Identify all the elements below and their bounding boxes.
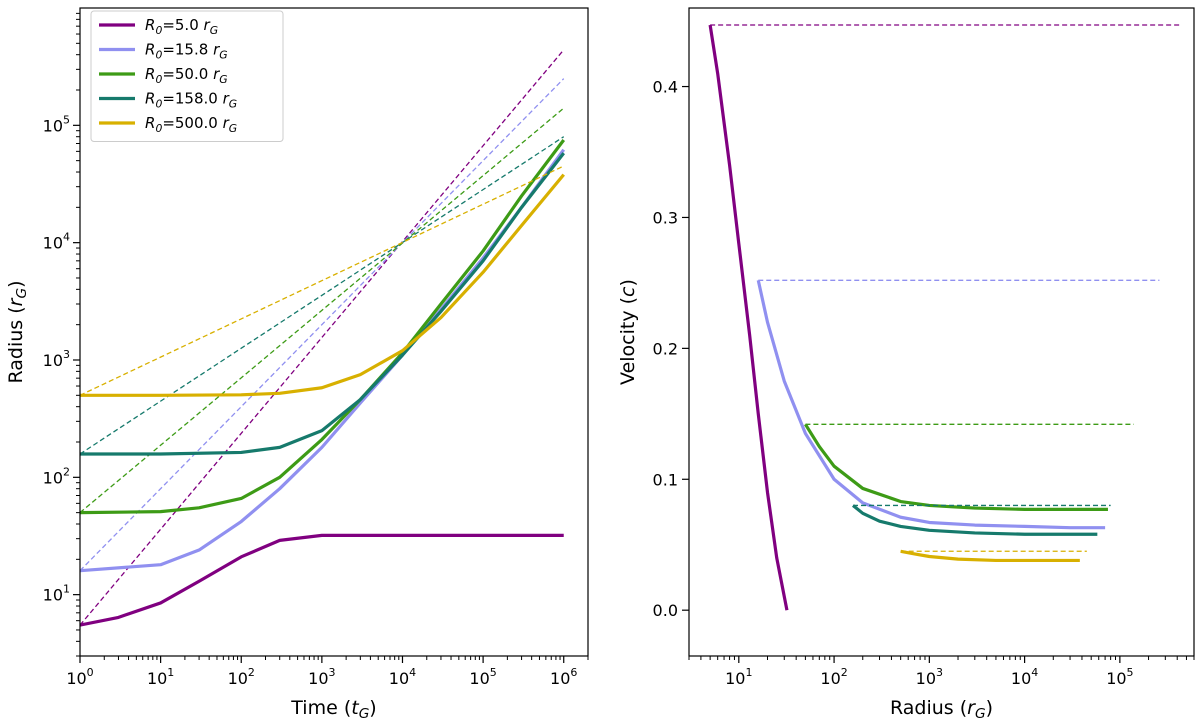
x-tick-label: 105 (469, 666, 496, 688)
series-4 (851, 504, 1111, 536)
legend-label: R0​=50.0 rG​ (145, 65, 228, 86)
y-tick-label: 104 (43, 231, 70, 253)
x-axis-title: Radius (rG​) (890, 697, 993, 722)
y-tick-label: 101 (43, 583, 70, 605)
series-line (804, 423, 1108, 511)
plot-area (708, 24, 1183, 611)
x-tick-label: 100 (66, 666, 93, 688)
y-tick-label: 0.3 (653, 208, 678, 227)
x-axis-ticks: 101 102 103 104 105 (725, 656, 1134, 688)
series-line (80, 148, 566, 573)
series-3 (80, 107, 566, 515)
chart-panel-2: 101 102 103 104 105 0.0 0.1 0.2 0.3 0.4 Radius (rG… (617, 7, 1195, 722)
x-tick-label: 106 (550, 666, 577, 688)
y-tick-label: 0.4 (653, 78, 678, 97)
series-dashed-line (80, 165, 565, 396)
legend-box (90, 10, 284, 142)
y-tick-label: 103 (43, 348, 70, 370)
legend-label: R0​=5.0 rG​ (145, 16, 218, 37)
x-tick-label: 103 (308, 666, 335, 688)
x-tick-label: 103 (916, 666, 943, 688)
series-line (80, 173, 565, 397)
y-axis-ticks: 101 102 103 104 105 (43, 113, 80, 605)
x-axis-ticks: 100 101 102 103 104 105 106 (66, 656, 577, 688)
series-dashed-line (80, 49, 565, 626)
series-4 (80, 136, 565, 456)
series-5 (80, 165, 565, 397)
x-axis-title: Time (tG​) (290, 697, 376, 722)
chart-panel-1: 100 101 102 103 104 105 106 101 102 103 104 105 Time… (5, 7, 589, 722)
series-dashed-line (80, 107, 565, 514)
y-minor-ticks (76, 12, 80, 657)
legend-label: R0​=15.8 rG​ (145, 41, 228, 62)
x-tick-label: 104 (1011, 666, 1038, 688)
y-axis-title: Velocity (c) (617, 279, 639, 385)
series-line (851, 504, 1098, 536)
series-line (80, 533, 564, 627)
series-2 (756, 279, 1160, 530)
x-tick-label: 101 (725, 666, 752, 688)
x-tick-label: 105 (1106, 666, 1133, 688)
y-axis-title: Radius (rG​) (5, 280, 30, 383)
y-axis-ticks: 0.0 0.1 0.2 0.3 0.4 (653, 78, 689, 620)
series-dashed-line (80, 136, 565, 455)
series-line (80, 152, 565, 456)
x-tick-label: 104 (389, 666, 416, 688)
x-minor-ticks (103, 656, 589, 660)
x-tick-label: 102 (820, 666, 847, 688)
y-tick-label: 0.2 (653, 339, 678, 358)
x-tick-label: 101 (147, 666, 174, 688)
axes-frame (79, 7, 589, 657)
series-3 (804, 423, 1134, 511)
series-line (900, 549, 1080, 563)
series-line (708, 24, 789, 611)
plot-area (80, 49, 566, 627)
series-line (80, 139, 566, 515)
legend: R0​=5.0 rG​ R0​=15.8 rG​ R0​=50.0 rG​ R0​=1… (90, 10, 284, 142)
series-line (756, 279, 1106, 530)
series-5 (900, 549, 1087, 563)
x-tick-label: 102 (228, 666, 255, 688)
y-tick-label: 105 (43, 113, 70, 135)
legend-label: R0​=500.0 rG​ (145, 114, 237, 135)
series-1 (708, 24, 1183, 611)
x-minor-ticks (688, 656, 1195, 660)
series-2 (80, 78, 566, 573)
y-tick-label: 0.1 (653, 470, 678, 489)
y-tick-label: 0.0 (653, 601, 678, 620)
series-dashed-line (80, 78, 565, 572)
series-1 (80, 49, 565, 627)
axes-frame (688, 7, 1195, 657)
legend-label: R0​=158.0 rG​ (145, 90, 237, 111)
y-tick-label: 102 (43, 465, 70, 487)
